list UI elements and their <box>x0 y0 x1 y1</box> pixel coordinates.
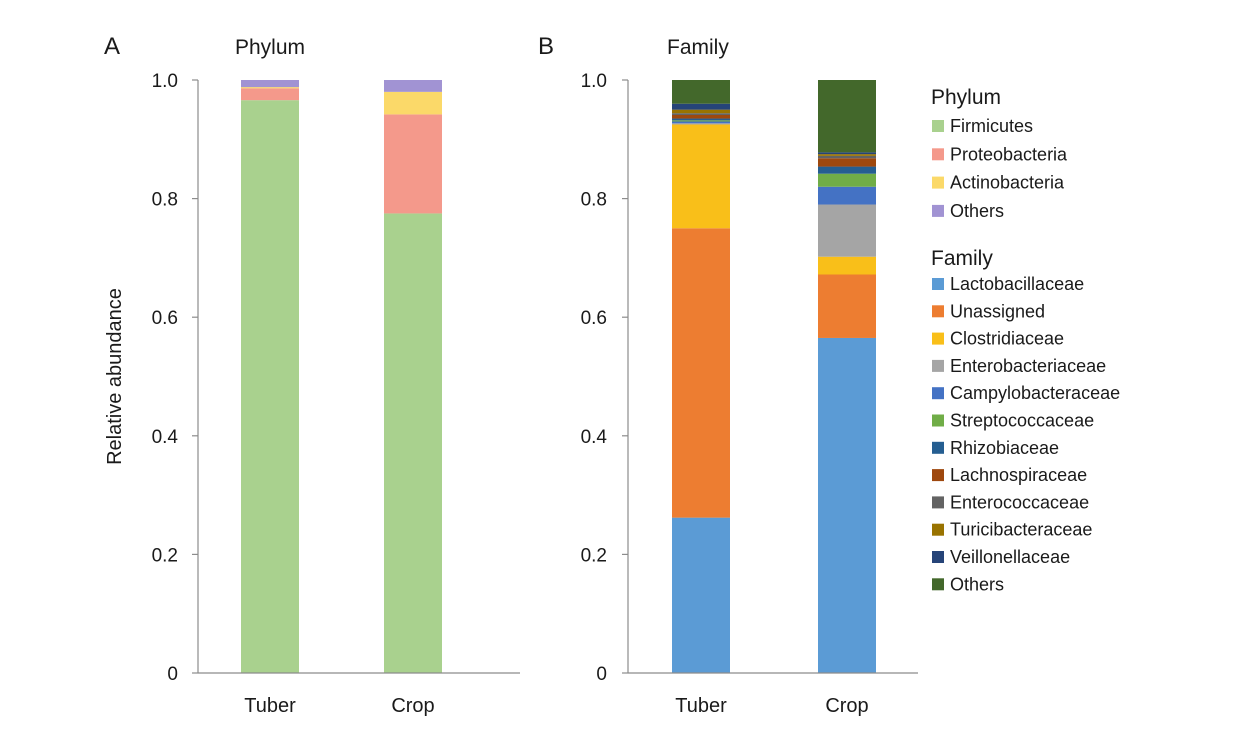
bar-segment <box>672 114 730 119</box>
legend-item: Actinobacteria <box>950 173 1065 193</box>
bar-segment <box>818 173 876 187</box>
y-tick-label: 0.2 <box>581 545 607 566</box>
bar-segment <box>241 80 299 88</box>
y-tick-label: 0.4 <box>581 427 608 448</box>
y-tick-label: 0.4 <box>152 427 179 448</box>
bar-segment <box>384 91 442 115</box>
legend-swatch <box>932 414 944 427</box>
y-tick-label: 0.8 <box>581 190 607 211</box>
y-tick-label: 0.2 <box>152 545 178 566</box>
legend-swatch <box>932 332 944 345</box>
legend-item: Proteobacteria <box>950 144 1068 164</box>
x-tick-label: Crop <box>391 695 434 717</box>
legend-item: Clostridiaceae <box>950 329 1064 349</box>
y-tick-label: 0.6 <box>152 308 178 329</box>
legend-item: Lachnospiraceae <box>950 465 1087 485</box>
bar-segment <box>672 109 730 114</box>
legend-swatch <box>932 496 944 509</box>
bar-segment <box>818 256 876 275</box>
legend-swatch <box>932 551 944 563</box>
bar-segment <box>818 154 876 156</box>
legend-item: Turicibacteraceae <box>950 520 1092 540</box>
legend-item: Veillonellaceae <box>950 547 1070 567</box>
bar-segment <box>818 274 876 338</box>
legend-swatch <box>932 176 944 189</box>
bar-segment <box>818 337 876 673</box>
y-tick-label: 1.0 <box>152 71 178 92</box>
legend-swatch <box>932 387 944 400</box>
legend-swatch <box>932 204 944 217</box>
bar-segment <box>672 113 730 115</box>
panel-letter: A <box>104 33 120 60</box>
legend-swatch <box>932 469 944 482</box>
bar-segment <box>818 152 876 155</box>
bar-segment <box>818 158 876 167</box>
bar-segment <box>241 100 299 674</box>
legend-item: Rhizobiaceae <box>950 438 1059 458</box>
bar-segment <box>384 80 442 92</box>
legend-item: Enterobacteriaceae <box>950 356 1106 376</box>
y-tick-label: 0.6 <box>581 308 607 329</box>
bar-segment <box>672 103 730 110</box>
bar-segment <box>818 80 876 153</box>
legend: Phylum Firmicutes Proteobacteria Actinobact… <box>931 86 1120 594</box>
bar-segment <box>672 118 730 121</box>
legend-item: Lactobacillaceae <box>950 274 1084 294</box>
bar-segment <box>672 80 730 104</box>
bar-segment <box>384 213 442 674</box>
bar-segment <box>241 87 299 89</box>
legend-item: Others <box>950 201 1004 221</box>
y-tick-label: 0.8 <box>152 190 178 211</box>
bar-segment <box>672 123 730 125</box>
legend-swatch <box>932 148 944 161</box>
panel-letter: B <box>538 33 554 60</box>
legend-swatch <box>932 359 944 372</box>
legend-item: Campylobacteraceae <box>950 383 1120 403</box>
bar-segment <box>672 120 730 122</box>
legend-swatch <box>932 278 944 290</box>
bar-segment <box>672 517 730 673</box>
y-tick-label: 1.0 <box>581 71 607 92</box>
bar-segment <box>672 121 730 124</box>
bar-segment <box>818 204 876 257</box>
panel-a: A Phylum Tuber Crop 0 0.2 0.4 0.6 0.8 1.0 Relative… <box>104 33 520 717</box>
bar-segment <box>672 228 730 518</box>
legend-swatch <box>932 441 944 454</box>
panel-title: Phylum <box>235 36 305 59</box>
legend-swatch <box>932 578 944 591</box>
bar-segment <box>818 166 876 174</box>
legend-swatch <box>932 305 944 318</box>
legend-item: Streptococcaceae <box>950 411 1094 431</box>
legend-item: Enterococcaceae <box>950 492 1089 512</box>
y-tick-label: 0 <box>167 664 178 685</box>
bar-segment <box>241 88 299 101</box>
x-tick-label: Tuber <box>244 695 296 717</box>
legend-heading: Family <box>931 247 993 270</box>
x-tick-label: Crop <box>825 695 868 717</box>
bar-segment <box>384 114 442 214</box>
bar-segment <box>818 155 876 159</box>
legend-item: Firmicutes <box>950 116 1033 136</box>
y-tick-label: 0 <box>596 664 607 685</box>
legend-item: Others <box>950 574 1004 594</box>
x-tick-label: Tuber <box>675 695 727 717</box>
y-axis-label: Relative abundance <box>104 288 126 465</box>
bar-segment <box>818 186 876 205</box>
legend-item: Unassigned <box>950 301 1045 321</box>
legend-swatch <box>932 523 944 536</box>
legend-heading: Phylum <box>931 86 1001 109</box>
bar-segment <box>672 124 730 229</box>
legend-swatch <box>932 120 944 132</box>
panel-title: Family <box>667 36 729 59</box>
panel-b: B Family Tuber Crop 0 0.2 0.4 0.6 0.8 1.0 <box>538 33 918 717</box>
